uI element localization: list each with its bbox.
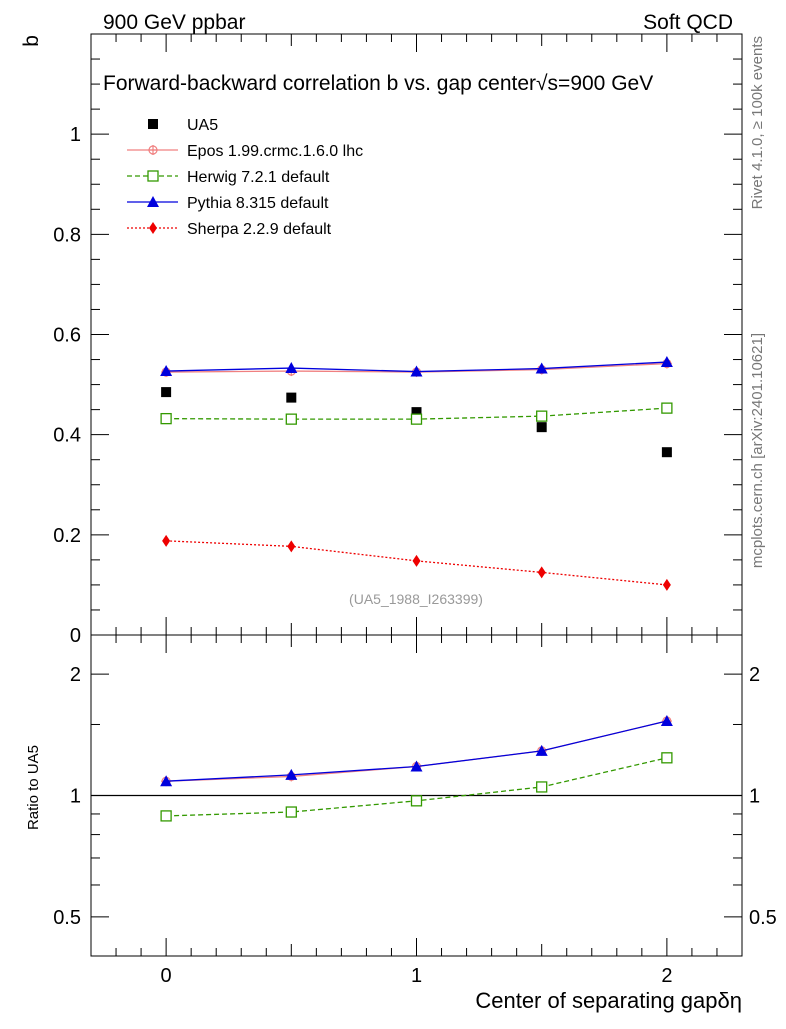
legend-pythia-marker xyxy=(147,196,159,207)
ratio-herwig-point xyxy=(285,806,297,818)
ratio-epos-line xyxy=(166,720,668,782)
ratio-pythia-point xyxy=(660,715,673,727)
ratio-pythia-point xyxy=(535,744,548,756)
ratio-y-tick-label-right: 2 xyxy=(749,664,760,686)
main-sherpa-point xyxy=(412,554,421,567)
ratio-herwig-point xyxy=(536,781,548,793)
main-ua5-point xyxy=(286,392,297,403)
x-tick-label: 1 xyxy=(411,965,422,987)
ratio-pythia-point xyxy=(285,768,298,780)
main-ua5-point xyxy=(411,407,422,418)
ratio-y-tick-label: 1 xyxy=(70,786,81,808)
ratio-herwig-point xyxy=(661,752,673,764)
ratio-y-tick-label: 0.5 xyxy=(53,907,81,929)
main-y-tick-label: 0.2 xyxy=(53,525,81,547)
plot-title-text: Forward-backward correlation b vs. gap c… xyxy=(103,72,536,95)
legend-ua5-marker xyxy=(148,119,158,129)
plot-title-energy: √s=900 GeV xyxy=(536,72,653,95)
ratio-pythia-line xyxy=(166,720,668,782)
main-y-tick-label: 0.8 xyxy=(53,224,81,246)
main-herwig-point xyxy=(661,402,673,414)
main-sherpa-point xyxy=(162,534,171,547)
main-herwig-point xyxy=(410,413,423,425)
ratio-y-tick-label: 2 xyxy=(70,664,81,686)
legend-herwig-label: Herwig 7.2.1 default xyxy=(187,169,330,186)
ratio-herwig-point xyxy=(160,810,172,822)
main-pythia-point xyxy=(410,365,423,377)
main-herwig-point xyxy=(160,412,172,425)
rivet-label: Rivet 4.1.0, ≥ 100k events xyxy=(749,36,766,209)
main-herwig-point xyxy=(536,410,548,422)
header-left: 900 GeV ppbar xyxy=(103,11,245,34)
ratio-y-tick-label-right: 1 xyxy=(749,786,760,808)
main-pythia-point xyxy=(285,362,298,374)
legend-epos-label: Epos 1.99.crmc.1.6.0 lhc xyxy=(187,143,363,160)
main-pythia-point xyxy=(535,362,548,374)
ratio-pythia-point xyxy=(160,775,173,787)
main-y-tick-label: 1 xyxy=(70,124,81,146)
legend-ua5-label: UA5 xyxy=(187,117,218,134)
main-sherpa-point xyxy=(662,578,671,591)
main-sherpa-point xyxy=(287,540,296,553)
header-right: Soft QCD xyxy=(643,11,733,34)
main-y-tick-label: 0.6 xyxy=(53,325,81,347)
main-y-tick-label: 0.4 xyxy=(53,425,81,447)
legend-herwig-marker xyxy=(147,170,159,182)
main-sherpa-point xyxy=(537,566,546,579)
ratio-y-tick-label-right: 0.5 xyxy=(749,907,777,929)
main-ua5-point xyxy=(161,387,172,398)
legend-sherpa-label: Sherpa 2.2.9 default xyxy=(187,221,332,238)
x-tick-label: 2 xyxy=(661,965,672,987)
x-tick-label: 0 xyxy=(161,965,172,987)
main-ylabel: b xyxy=(20,35,43,47)
xlabel: Center of separating gapδη xyxy=(475,988,742,1013)
ratio-pythia-point xyxy=(410,760,423,772)
legend-sherpa-marker xyxy=(149,222,157,234)
plot-title: Forward-backward correlation b vs. gap c… xyxy=(103,72,653,95)
ratio-herwig-point xyxy=(410,795,423,807)
main-y-tick-label: 0 xyxy=(70,625,81,647)
ratio-ylabel: Ratio to UA5 xyxy=(25,745,42,830)
mcplots-label: mcplots.cern.ch [arXiv:2401.10621] xyxy=(749,333,766,568)
main-ua5-point xyxy=(536,422,547,433)
main-pythia-point xyxy=(160,365,173,377)
main-herwig-point xyxy=(285,413,297,425)
main-ua5-point xyxy=(661,447,672,458)
analysis-watermark: (UA5_1988_I263399) xyxy=(349,591,483,607)
legend-epos-marker xyxy=(148,145,158,155)
legend-pythia-label: Pythia 8.315 default xyxy=(187,195,329,212)
main-pythia-point xyxy=(660,356,673,368)
